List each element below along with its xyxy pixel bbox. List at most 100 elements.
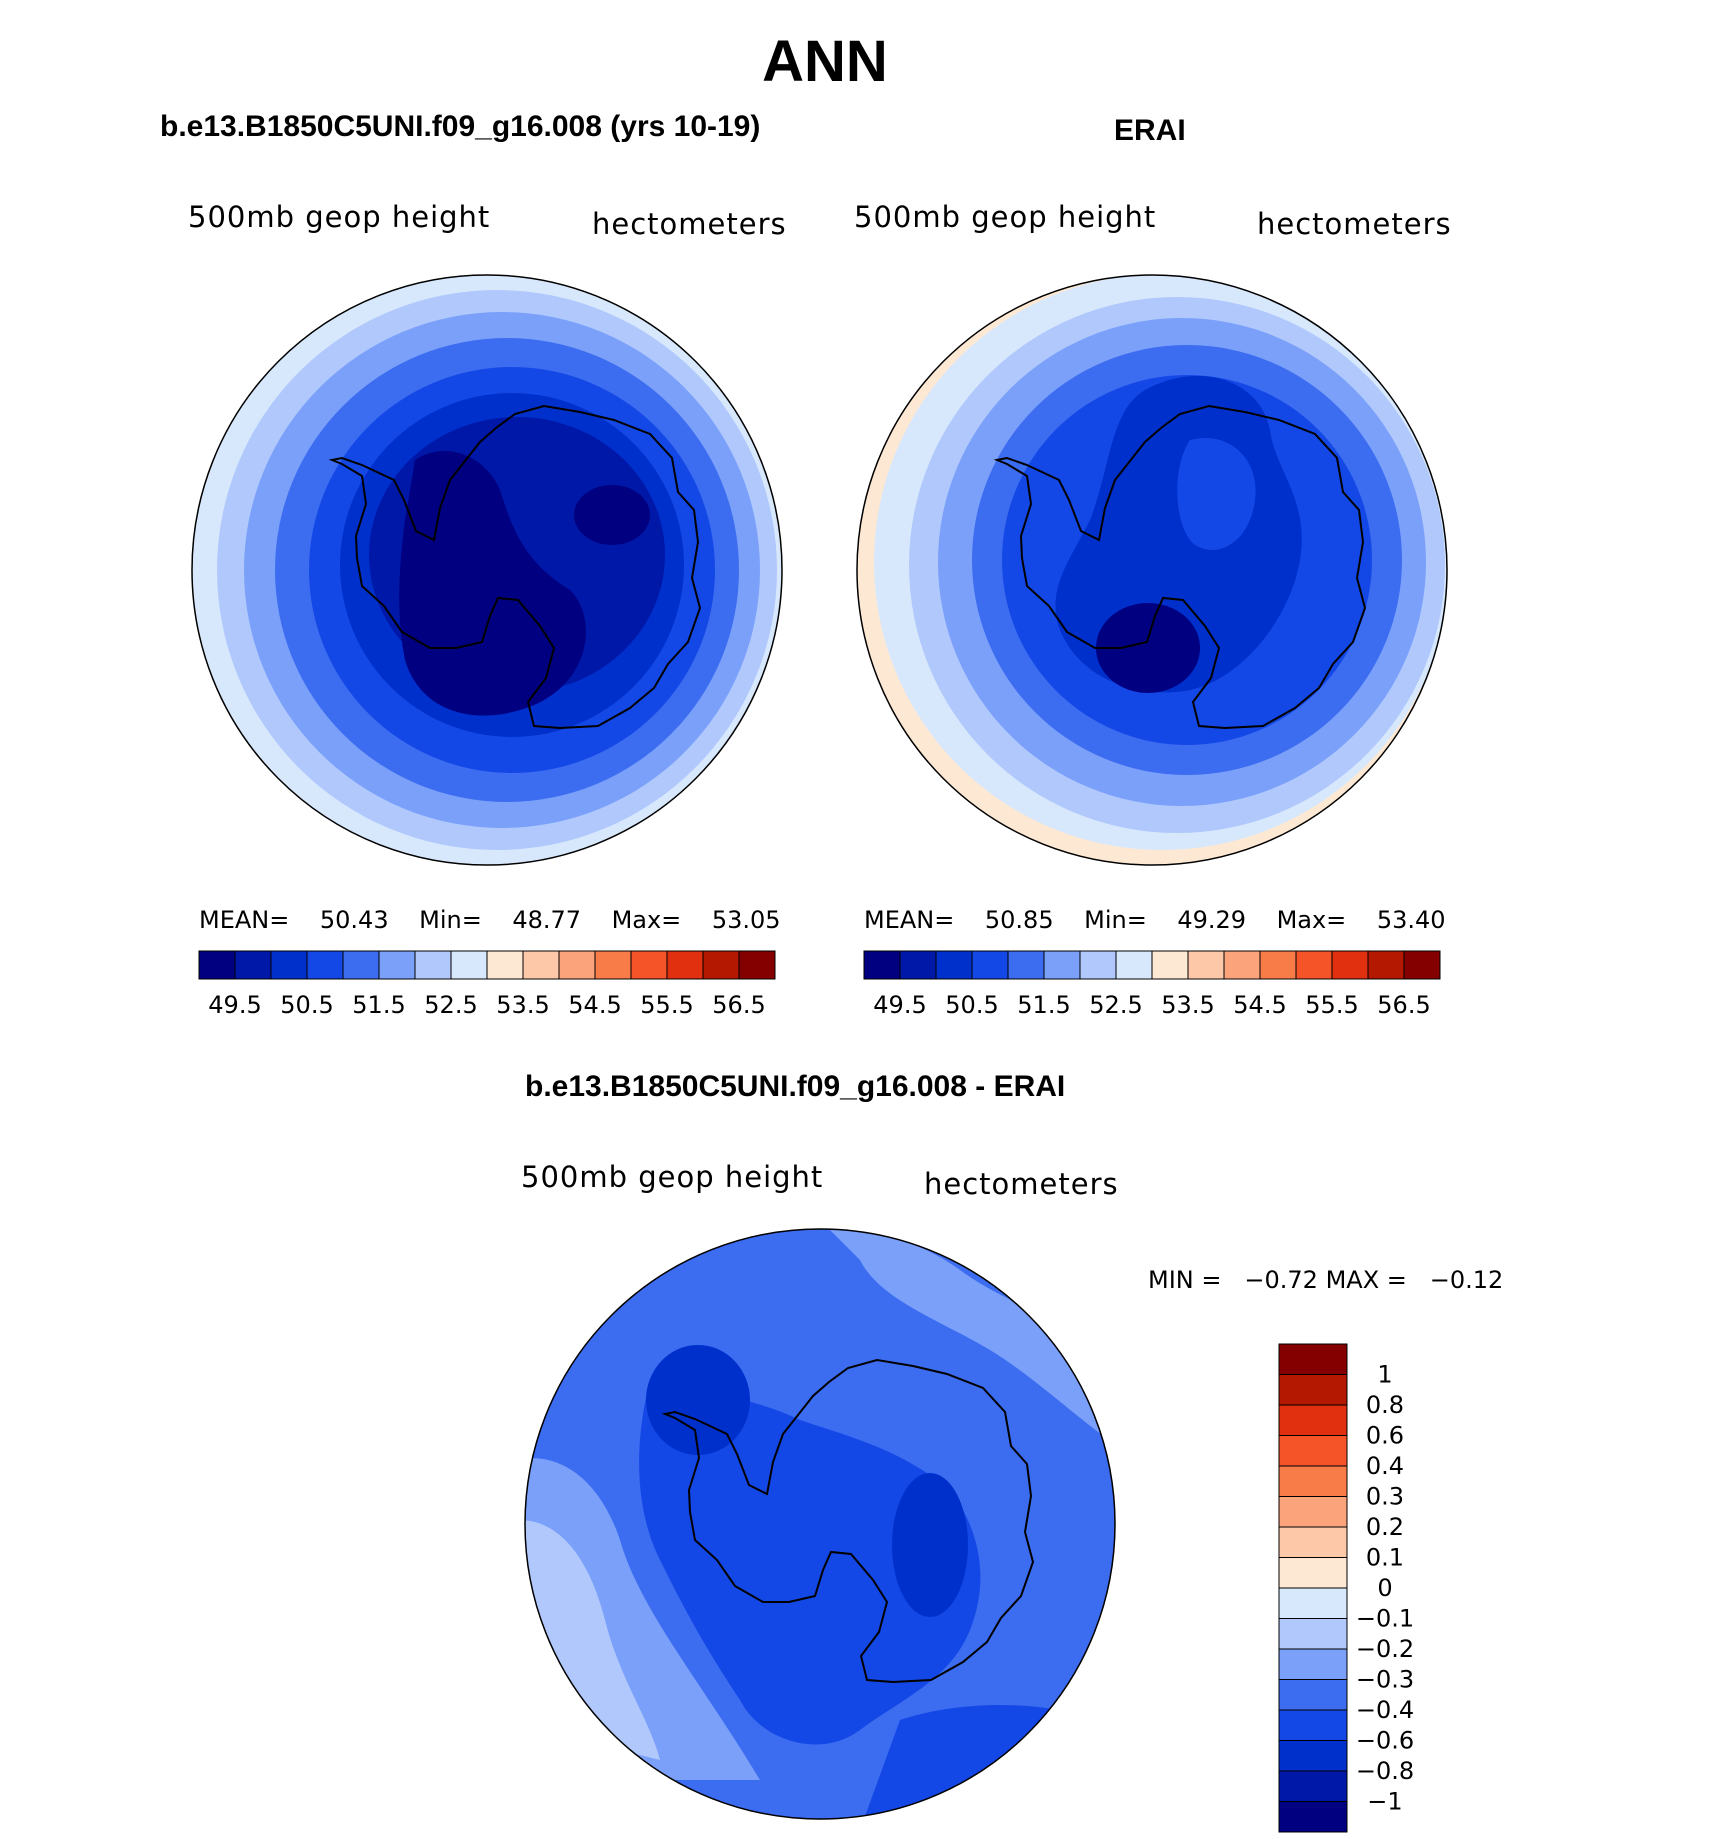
model-colorbar-swatch — [234, 950, 272, 980]
obs-units-label: hectometers — [1257, 207, 1452, 241]
obs-colorbar-swatch — [1331, 950, 1369, 980]
model-stats: MEAN= 50.43 Min= 48.77 Max= 53.05 — [199, 906, 781, 934]
obs-colorbar-tick-label: 52.5 — [1089, 991, 1142, 1019]
obs-min-label: Min= — [1084, 906, 1147, 934]
model-max-label: Max= — [611, 906, 682, 934]
figure-title: ANN — [762, 29, 888, 94]
obs-max-value: 53.40 — [1376, 906, 1446, 934]
difference-colorbar-tick-label: 0.6 — [1366, 1422, 1404, 1450]
model-colorbar-tick-label: 55.5 — [640, 991, 693, 1019]
obs-colorbar-swatch — [1367, 950, 1405, 980]
model-colorbar-swatch — [738, 950, 776, 980]
obs-max-label: Max= — [1276, 906, 1347, 934]
obs-variable-label: 500mb geop height — [854, 200, 1157, 234]
obs-colorbar-swatch — [1403, 950, 1441, 980]
obs-colorbar-swatch — [1115, 950, 1153, 980]
obs-colorbar-swatch — [1187, 950, 1225, 980]
model-colorbar-swatch — [558, 950, 596, 980]
model-colorbar-swatch — [378, 950, 416, 980]
difference-colorbar-swatch — [1278, 1740, 1348, 1772]
obs-stats: MEAN= 50.85 Min= 49.29 Max= 53.40 — [864, 906, 1446, 934]
model-min-label: Min= — [419, 906, 482, 934]
obs-colorbar-tick-label: 55.5 — [1305, 991, 1358, 1019]
difference-colorbar-tick-label: −0.1 — [1356, 1605, 1414, 1633]
obs-colorbar-swatch — [1223, 950, 1261, 980]
difference-colorbar-swatch — [1278, 1343, 1348, 1375]
model-colorbar-tick-label: 52.5 — [424, 991, 477, 1019]
difference-colorbar-swatch — [1278, 1801, 1348, 1833]
difference-colorbar-swatch — [1278, 1526, 1348, 1558]
model-colorbar-swatch — [450, 950, 488, 980]
model-colorbar-swatch — [486, 950, 524, 980]
difference-colorbar-tick-label: −1 — [1367, 1788, 1402, 1816]
obs-colorbar-swatch — [1079, 950, 1117, 980]
model-min-value: 48.77 — [512, 906, 582, 934]
obs-colorbar-swatch — [1151, 950, 1189, 980]
difference-colorbar-tick-label: −0.6 — [1356, 1727, 1414, 1755]
difference-colorbar-swatch — [1278, 1496, 1348, 1528]
model-colorbar: 49.5 50.5 51.5 52.5 53.5 54.5 55.5 56.5 — [198, 950, 776, 1019]
difference-colorbar-swatch — [1278, 1648, 1348, 1680]
difference-colorbar-tick-label: 0.3 — [1366, 1483, 1404, 1511]
model-colorbar-swatch — [270, 950, 308, 980]
difference-variable-label: 500mb geop height — [521, 1160, 824, 1194]
obs-colorbar-tick-label: 51.5 — [1017, 991, 1070, 1019]
model-colorbar-tick-label: 51.5 — [352, 991, 405, 1019]
model-colorbar-tick-label: 54.5 — [568, 991, 621, 1019]
model-colorbar-tick-label: 49.5 — [208, 991, 261, 1019]
difference-max-label: MAX = — [1325, 1266, 1407, 1294]
model-colorbar-swatch — [306, 950, 344, 980]
difference-colorbar-swatch — [1278, 1557, 1348, 1589]
difference-min-label: MIN = — [1148, 1266, 1222, 1294]
difference-colorbar-swatch — [1278, 1587, 1348, 1619]
difference-colorbar-tick-label: 0.4 — [1366, 1452, 1404, 1480]
obs-colorbar-tick-label: 54.5 — [1233, 991, 1286, 1019]
model-colorbar-swatch — [630, 950, 668, 980]
obs-colorbar-tick-label: 56.5 — [1377, 991, 1430, 1019]
model-colorbar-swatch — [666, 950, 704, 980]
difference-min-value: −0.72 — [1244, 1266, 1318, 1294]
difference-colorbar-swatch — [1278, 1709, 1348, 1741]
difference-colorbar-swatch — [1278, 1618, 1348, 1650]
obs-colorbar-swatch — [1043, 950, 1081, 980]
model-colorbar-tick-label: 50.5 — [280, 991, 333, 1019]
obs-colorbar-swatch — [1007, 950, 1045, 980]
difference-polar-map — [524, 1228, 1116, 1820]
difference-colorbar-swatch — [1278, 1679, 1348, 1711]
obs-colorbar-tick-label: 50.5 — [945, 991, 998, 1019]
model-colorbar-tick-label: 56.5 — [712, 991, 765, 1019]
difference-colorbar-swatch — [1278, 1374, 1348, 1406]
difference-colorbar-tick-label: 0.1 — [1366, 1544, 1404, 1572]
obs-polar-map — [856, 274, 1448, 866]
difference-colorbar: 10.8 0.60.4 0.30.2 0.10 −0.1−0.2 −0.3−0.4 −0.6… — [1278, 1343, 1414, 1833]
difference-colorbar-tick-label: −0.4 — [1356, 1696, 1414, 1724]
model-colorbar-swatch — [414, 950, 452, 980]
obs-panel-title: ERAI — [1114, 114, 1186, 147]
difference-colorbar-tick-label: 1 — [1377, 1361, 1392, 1389]
obs-colorbar: 49.5 50.5 51.5 52.5 53.5 54.5 55.5 56.5 — [863, 950, 1441, 1019]
obs-colorbar-tick-label: 49.5 — [873, 991, 926, 1019]
model-polar-map — [191, 274, 783, 866]
obs-colorbar-swatch — [863, 950, 901, 980]
obs-colorbar-tick-label: 53.5 — [1161, 991, 1214, 1019]
obs-colorbar-swatch — [935, 950, 973, 980]
model-colorbar-swatch — [522, 950, 560, 980]
obs-colorbar-swatch — [1259, 950, 1297, 980]
difference-units-label: hectometers — [924, 1167, 1119, 1201]
model-colorbar-swatch — [342, 950, 380, 980]
obs-colorbar-swatch — [971, 950, 1009, 980]
difference-colorbar-tick-label: 0 — [1377, 1574, 1392, 1602]
difference-colorbar-swatch — [1278, 1404, 1348, 1436]
difference-colorbar-swatch — [1278, 1770, 1348, 1802]
model-variable-label: 500mb geop height — [188, 200, 491, 234]
difference-colorbar-tick-label: −0.8 — [1356, 1757, 1414, 1785]
difference-colorbar-tick-label: 0.8 — [1366, 1391, 1404, 1419]
difference-minmax: MIN = −0.72 MAX = −0.12 — [1148, 1266, 1503, 1294]
difference-panel-title: b.e13.B1850C5UNI.f09_g16.008 - ERAI — [525, 1070, 1066, 1103]
difference-colorbar-tick-label: 0.2 — [1366, 1513, 1404, 1541]
obs-mean-label: MEAN= — [864, 906, 955, 934]
difference-colorbar-swatch — [1278, 1435, 1348, 1467]
difference-colorbar-swatch — [1278, 1465, 1348, 1497]
model-mean-label: MEAN= — [199, 906, 290, 934]
